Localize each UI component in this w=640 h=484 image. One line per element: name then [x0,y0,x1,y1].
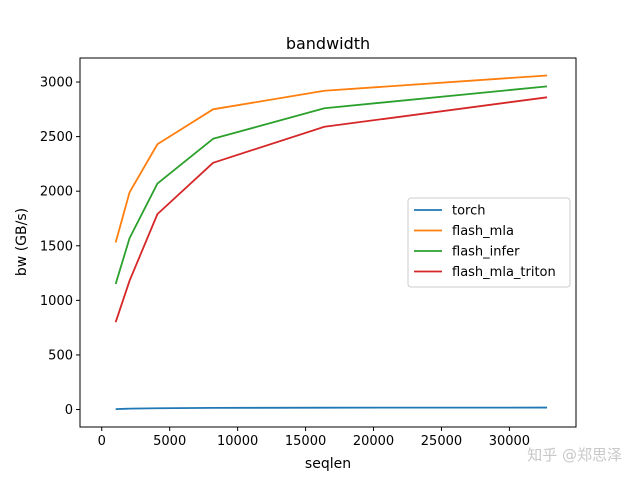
chart-title: bandwidth [286,34,370,53]
series-line-flash-mla [114,74,548,243]
y-tick-label: 500 [48,348,73,363]
y-axis-ticks: 0 500 1000 1500 2000 2500 3000 [40,76,80,418]
x-tick-label: 20000 [353,434,394,449]
series-line-flash-infer [114,85,548,285]
y-tick-label: 2000 [40,185,73,200]
x-axis-ticks: 0 5000 10000 15000 20000 25000 30000 [98,427,530,449]
legend: torch flash_mla flash_infer flash_mla_trito… [407,197,571,288]
x-tick-label: 0 [98,434,106,449]
legend-label-torch: torch [452,204,486,219]
y-tick-label: 1000 [40,294,73,309]
y-tick-label: 3000 [40,76,73,91]
y-axis-label: bw (GB/s) [14,208,30,276]
y-tick-label: 1500 [40,239,73,254]
plot-frame [79,57,577,428]
x-tick-label: 5000 [153,434,186,449]
y-tick-label: 0 [65,403,73,418]
x-tick-label: 25000 [421,434,462,449]
x-tick-label: 10000 [217,434,258,449]
watermark-text: 知乎 @郑思泽 [527,446,622,464]
legend-box [407,197,571,288]
x-tick-label: 15000 [285,434,326,449]
legend-label-flash-infer: flash_infer [452,245,520,260]
x-tick-label: 30000 [489,434,530,449]
series-line-torch [115,406,548,410]
x-axis-label: seqlen [305,456,351,472]
series-layer [114,74,548,410]
y-tick-label: 2500 [40,130,73,145]
legend-label-flash-mla-triton: flash_mla_triton [452,265,556,280]
legend-label-flash-mla: flash_mla [452,224,514,239]
legend-items: torch flash_mla flash_infer flash_mla_trito… [414,204,556,280]
series-line-flash-mla-triton [114,96,548,323]
